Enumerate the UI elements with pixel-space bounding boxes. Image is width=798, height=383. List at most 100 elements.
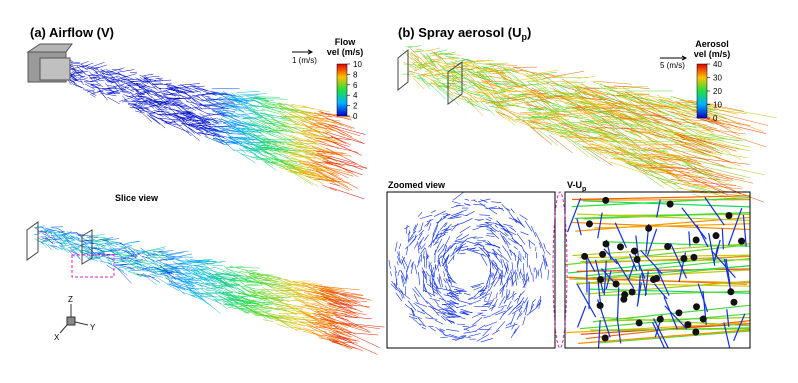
vector xyxy=(512,262,513,273)
vector xyxy=(523,120,552,145)
frames xyxy=(27,50,462,264)
vector-cloud xyxy=(34,226,384,355)
vector xyxy=(479,203,487,209)
panel-title: Slice view xyxy=(115,193,159,203)
vector xyxy=(405,304,414,312)
vector xyxy=(452,201,460,203)
vector xyxy=(511,209,515,214)
vector xyxy=(514,298,518,301)
vector xyxy=(501,259,503,268)
particle xyxy=(680,255,687,262)
vector xyxy=(431,210,436,213)
vector xyxy=(515,219,525,228)
particle xyxy=(713,232,720,239)
vector xyxy=(654,318,669,348)
vector xyxy=(434,246,439,255)
vector xyxy=(171,269,189,270)
vector-cloud xyxy=(402,46,777,202)
colorbar-title: Aerosol xyxy=(695,39,729,49)
vector xyxy=(455,239,462,241)
vector xyxy=(464,293,471,295)
particle xyxy=(725,212,732,219)
vector xyxy=(178,83,200,85)
vector xyxy=(496,292,498,298)
vector xyxy=(433,278,439,289)
reference-label: 5 (m/s) xyxy=(660,61,685,70)
panel-title: (a) Airflow (V) xyxy=(30,25,114,40)
vector xyxy=(549,135,572,153)
vector xyxy=(263,320,273,322)
particle xyxy=(664,243,671,250)
vector xyxy=(445,236,450,246)
vector xyxy=(179,286,202,296)
vector xyxy=(275,320,297,323)
vector xyxy=(427,48,441,51)
particle xyxy=(602,197,609,204)
vector xyxy=(157,118,179,120)
vector xyxy=(435,327,446,336)
vector xyxy=(501,272,502,277)
vector xyxy=(414,294,418,303)
vector xyxy=(526,274,527,286)
vector xyxy=(517,233,525,244)
vector xyxy=(436,217,446,223)
vector xyxy=(318,123,361,136)
vector xyxy=(398,270,400,276)
vector xyxy=(682,208,706,239)
vector xyxy=(456,214,467,216)
vector xyxy=(71,232,77,233)
vector xyxy=(578,306,586,328)
vector xyxy=(425,318,437,320)
colorbar-tick-label: 0 xyxy=(353,112,358,121)
vector xyxy=(445,248,446,252)
vector xyxy=(421,222,423,229)
vector xyxy=(345,317,372,319)
particle xyxy=(599,251,606,258)
vector xyxy=(511,329,516,338)
vector xyxy=(41,226,44,228)
vector xyxy=(97,65,107,68)
vector xyxy=(155,89,174,93)
vector xyxy=(458,245,463,254)
vector xyxy=(514,326,519,334)
vector xyxy=(434,211,446,217)
vector xyxy=(163,115,175,122)
vector xyxy=(474,250,480,251)
vector xyxy=(482,254,486,257)
vector xyxy=(523,316,526,325)
vector xyxy=(446,329,459,331)
vector xyxy=(75,71,81,77)
vector xyxy=(433,272,434,285)
vector xyxy=(427,83,441,84)
vector xyxy=(452,223,463,227)
vector xyxy=(76,84,84,88)
vector xyxy=(402,256,408,268)
vector xyxy=(330,187,364,198)
vector xyxy=(492,105,516,123)
vector xyxy=(289,310,321,315)
particle xyxy=(631,248,638,255)
vector xyxy=(525,221,532,232)
vector-cloud xyxy=(56,60,367,199)
vector xyxy=(239,148,246,153)
vector xyxy=(59,245,70,246)
vector xyxy=(426,301,435,310)
vector xyxy=(423,251,424,259)
axis-label: Z xyxy=(68,295,73,304)
vector xyxy=(462,218,472,223)
vector xyxy=(598,213,602,239)
vector xyxy=(697,117,766,134)
vector xyxy=(182,292,195,297)
vector xyxy=(450,286,458,288)
vector xyxy=(111,245,117,247)
vector xyxy=(483,248,490,253)
vector xyxy=(486,235,495,237)
particle xyxy=(730,299,737,306)
vector xyxy=(75,247,85,256)
colorbar-tick-label: 10 xyxy=(353,60,362,69)
vector xyxy=(453,255,454,261)
particle xyxy=(667,201,674,208)
vector xyxy=(106,74,118,75)
vector xyxy=(407,274,408,279)
axis-triad xyxy=(60,304,88,333)
